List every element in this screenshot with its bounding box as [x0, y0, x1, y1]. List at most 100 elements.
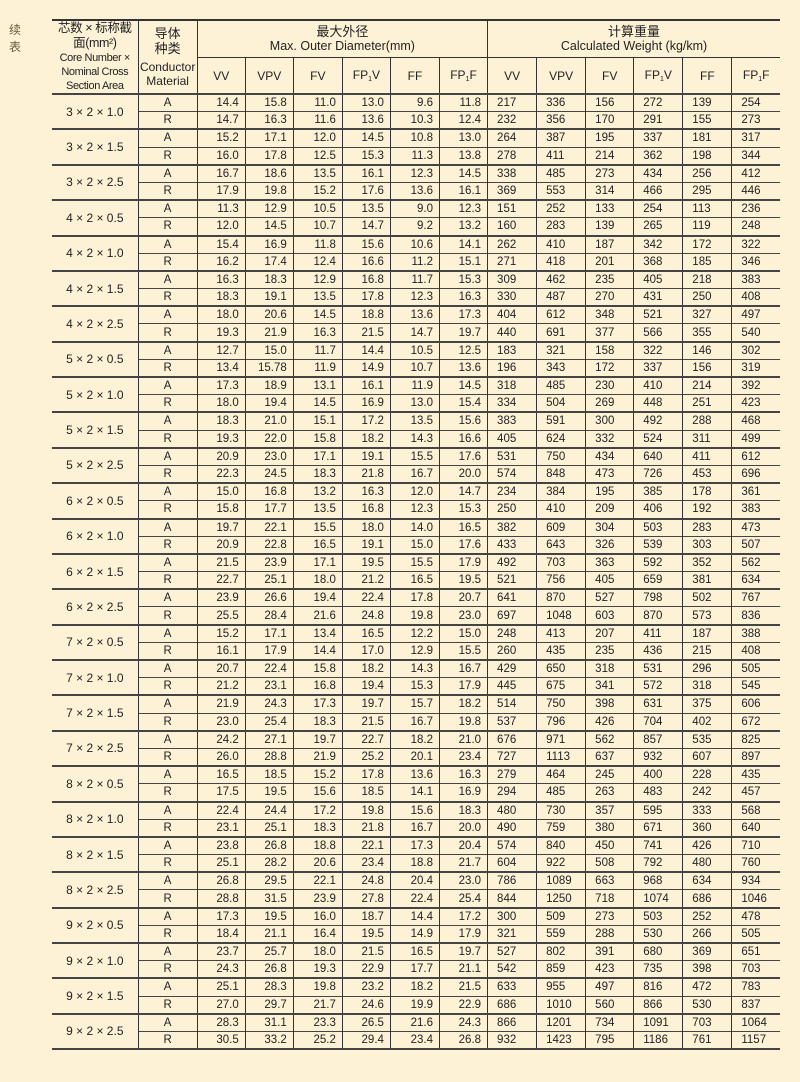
diameter-cell: 19.8 — [439, 712, 489, 731]
diameter-cell: 29.7 — [245, 995, 294, 1014]
weight-cell: 612 — [731, 446, 780, 466]
diameter-cell: 21.5 — [439, 977, 489, 997]
diameter-cell: 15.3 — [342, 146, 391, 165]
conductor-cell: R — [138, 181, 198, 201]
diameter-cell: 15.78 — [245, 358, 294, 377]
spec-cell: 3 × 2 × 2.5 — [52, 163, 139, 201]
diameter-cell: 16.1 — [439, 181, 489, 201]
weight-cell: 380 — [585, 818, 635, 837]
table-row: 5 × 2 × 2.5 A 20.9 23.0 17.1 19.1 15.5 17.6 531 7… — [52, 446, 780, 484]
weight-cell: 254 — [731, 93, 780, 112]
weight-cell: 1046 — [731, 889, 780, 908]
diameter-cell: 14.5 — [439, 163, 489, 183]
diameter-type-header: VPV — [245, 57, 294, 94]
diameter-cell: 15.6 — [293, 783, 343, 802]
diameter-cell: 15.4 — [197, 234, 246, 254]
diameter-cell: 29.5 — [245, 871, 294, 890]
conductor-header-en: Conductor Material — [139, 60, 196, 88]
diameter-cell: 14.0 — [390, 517, 440, 537]
weight-cell: 574 — [487, 464, 538, 484]
diameter-cell: 12.9 — [390, 641, 440, 660]
diameter-cell: 10.5 — [293, 199, 343, 218]
conductor-cell: A — [138, 765, 198, 784]
weight-cell: 283 — [682, 517, 733, 537]
weight-cell: 377 — [585, 323, 635, 342]
diameter-cell: 22.4 — [390, 889, 440, 908]
weight-cell: 595 — [633, 800, 684, 820]
diameter-cell: 25.2 — [293, 1030, 343, 1051]
diameter-cell: 16.4 — [293, 924, 343, 943]
diameter-cell: 21.2 — [197, 677, 246, 696]
weight-cell: 560 — [585, 995, 635, 1014]
diameter-cell: 23.1 — [245, 677, 294, 696]
weight-cell: 423 — [731, 394, 780, 413]
weight-cell: 592 — [633, 552, 684, 572]
conductor-cell: R — [138, 924, 198, 943]
diameter-cell: 19.5 — [245, 783, 294, 802]
diameter-cell: 14.1 — [390, 783, 440, 802]
diameter-cell: 21.5 — [197, 552, 246, 572]
weight-cell: 574 — [487, 835, 538, 855]
weight-cell: 337 — [633, 358, 684, 377]
conductor-cell: R — [138, 747, 198, 767]
conductor-cell: A — [138, 482, 198, 501]
weight-cell: 696 — [731, 464, 780, 484]
diameter-cell: 25.4 — [439, 889, 489, 908]
diameter-cell: 11.7 — [293, 340, 343, 360]
diameter-cell: 18.5 — [342, 783, 391, 802]
conductor-cell: A — [138, 411, 198, 431]
diameter-cell: 24.4 — [245, 800, 294, 820]
conductor-cell: A — [138, 340, 198, 360]
weight-cell: 252 — [682, 906, 733, 926]
diameter-cell: 13.5 — [342, 199, 391, 218]
weight-cell: 446 — [731, 181, 780, 201]
weight-cell: 792 — [633, 854, 684, 873]
diameter-cell: 18.8 — [390, 854, 440, 873]
conductor-cell: R — [138, 217, 198, 236]
diameter-cell: 17.2 — [293, 800, 343, 820]
weight-cell: 388 — [731, 623, 780, 643]
table-row: 8 × 2 × 1.0 A 22.4 24.4 17.2 19.8 15.6 18.3 480 7… — [52, 800, 780, 837]
weight-cell: 201 — [585, 252, 635, 271]
weight-cell: 156 — [682, 358, 733, 377]
weight-cell: 848 — [536, 464, 587, 484]
weight-cell: 604 — [487, 854, 538, 873]
weight-cell: 844 — [487, 889, 538, 908]
weight-cell: 507 — [731, 535, 780, 554]
diameter-cell: 24.3 — [245, 694, 294, 714]
diameter-cell: 16.7 — [197, 163, 246, 183]
conductor-cell: R — [138, 146, 198, 165]
weight-cell: 187 — [682, 623, 733, 643]
weight-cell: 485 — [536, 783, 587, 802]
weight-cell: 431 — [633, 288, 684, 307]
weight-cell: 178 — [682, 482, 733, 501]
diameter-cell: 20.0 — [439, 818, 489, 837]
weight-cell: 248 — [731, 217, 780, 236]
weight-cell: 235 — [585, 269, 635, 289]
weight-cell: 468 — [731, 411, 780, 431]
weight-cell: 478 — [731, 906, 780, 926]
weight-cell: 562 — [731, 552, 780, 572]
diameter-cell: 14.1 — [439, 234, 489, 254]
diameter-cell: 18.4 — [197, 924, 246, 943]
weight-cell: 392 — [731, 376, 780, 395]
diameter-cell: 12.3 — [390, 500, 440, 519]
conductor-cell: A — [138, 835, 198, 855]
spec-header-en: Core Number × Nominal Cross Section Area — [59, 52, 131, 92]
weight-cell: 859 — [536, 960, 587, 979]
spec-cell: 8 × 2 × 2.5 — [52, 871, 139, 908]
diameter-cell: 27.0 — [197, 995, 246, 1014]
table-row: 8 × 2 × 1.5 A 23.8 26.8 18.8 22.1 17.3 20.4 574 8… — [52, 835, 780, 873]
diameter-cell: 16.8 — [245, 482, 294, 501]
diameter-cell: 20.1 — [390, 747, 440, 767]
conductor-cell: A — [138, 977, 198, 997]
diameter-cell: 28.2 — [245, 854, 294, 873]
weight-cell: 480 — [487, 800, 538, 820]
weight-cell: 542 — [487, 960, 538, 979]
diameter-cell: 17.3 — [439, 305, 489, 324]
conductor-cell: R — [138, 641, 198, 660]
diameter-cell: 15.4 — [439, 394, 489, 413]
diameter-cell: 15.3 — [390, 677, 440, 696]
weight-cell: 405 — [487, 429, 538, 448]
weight-cell: 192 — [682, 500, 733, 519]
